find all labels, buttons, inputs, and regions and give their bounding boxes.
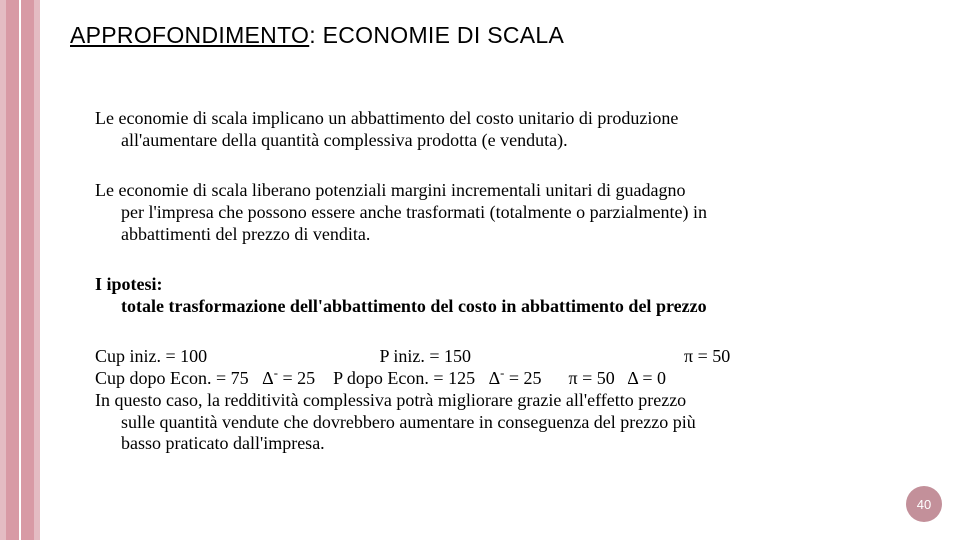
page-number-badge: 40 [906, 486, 942, 522]
p4-r1-c1: Cup iniz. = 100 [95, 346, 375, 368]
p2-line3: abbattimenti del prezzo di vendita. [95, 224, 370, 246]
paragraph-1: Le economie di scala implicano un abbatt… [95, 108, 885, 152]
p4-r2-c4b: = 25 [504, 368, 541, 388]
paragraph-4: Cup iniz. = 100 P iniz. = 150 π = 50 Cup… [95, 346, 885, 456]
side-accent-line [19, 0, 21, 540]
slide-title: APPROFONDIMENTO: ECONOMIE DI SCALA [70, 22, 564, 49]
p4-line4: sulle quantità vendute che dovrebbero au… [95, 412, 696, 434]
p4-line3: In questo caso, la redditività complessi… [95, 390, 686, 410]
p4-row2: Cup dopo Econ. = 75 Δ- = 25 P dopo Econ.… [95, 368, 885, 390]
p2-line1: Le economie di scala liberano potenziali… [95, 180, 685, 200]
slide-body: Le economie di scala implicano un abbatt… [95, 108, 885, 483]
p4-r2-c2a: Δ [262, 368, 274, 388]
p2-line2: per l'impresa che possono essere anche t… [95, 202, 707, 224]
p4-r2-c5: π = 50 [569, 368, 615, 388]
p4-r2-c2b: = 25 [278, 368, 315, 388]
p4-r1-c3: π = 50 [684, 346, 730, 368]
p4-line5: basso praticato dall'impresa. [95, 433, 325, 455]
p4-r2-c1: Cup dopo Econ. = 75 [95, 368, 249, 388]
p4-r2-c6: Δ = 0 [627, 368, 666, 388]
paragraph-3: I ipotesi: totale trasformazione dell'ab… [95, 274, 885, 318]
p4-r2-c4a: Δ [489, 368, 501, 388]
p4-row1: Cup iniz. = 100 P iniz. = 150 π = 50 [95, 346, 885, 368]
p3-line1: I ipotesi: [95, 274, 163, 294]
title-rest: : ECONOMIE DI SCALA [309, 22, 564, 48]
p4-tail: In questo caso, la redditività complessi… [95, 390, 885, 456]
paragraph-2: Le economie di scala liberano potenziali… [95, 180, 885, 246]
title-underlined: APPROFONDIMENTO [70, 22, 309, 48]
p1-line1: Le economie di scala implicano un abbatt… [95, 108, 678, 128]
p1-line2: all'aumentare della quantità complessiva… [95, 130, 568, 152]
page-number: 40 [917, 497, 931, 512]
p4-r2-c3: P dopo Econ. = 125 [333, 368, 475, 388]
p3-line2: totale trasformazione dell'abbattimento … [95, 296, 707, 318]
p4-r1-c2: P iniz. = 150 [380, 346, 680, 368]
